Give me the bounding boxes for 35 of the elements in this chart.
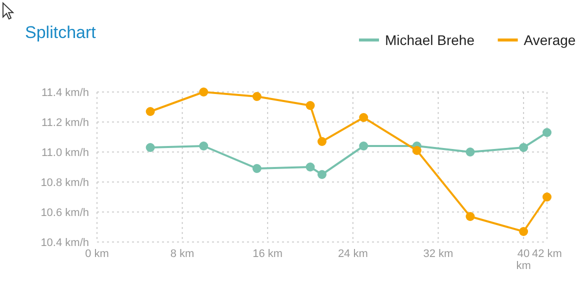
point [519, 227, 528, 236]
y-tick-label: 11.0 km/h [42, 147, 89, 159]
point [359, 142, 368, 150]
x-tick-label: 40 km [516, 248, 531, 272]
y-tick-label: 10.6 km/h [40, 207, 89, 219]
point [199, 88, 208, 96]
y-tick-label: 10.4 km/h [40, 237, 89, 249]
legend-label: Michael Brehe [385, 32, 475, 48]
y-tick-label: 10.8 km/h [40, 177, 89, 189]
point [146, 143, 155, 152]
point [318, 137, 326, 146]
point [519, 143, 528, 152]
chart-title: Splitchart [25, 23, 96, 42]
point [252, 164, 262, 173]
y-tick-label: 11.2 km/h [42, 117, 89, 129]
x-tick-label: 0 km [85, 248, 109, 260]
point [306, 101, 315, 110]
x-tick-label: 16 km [252, 248, 283, 260]
legend-label: Average [524, 32, 576, 48]
point [146, 107, 155, 116]
point [252, 92, 262, 101]
point [466, 148, 475, 156]
point [199, 142, 208, 150]
point [542, 192, 552, 202]
point [412, 146, 422, 155]
point [466, 212, 475, 221]
y-tick-label: 11.4 km/h [42, 87, 89, 99]
x-tick-label: 24 km [338, 248, 368, 260]
x-tick-label: 32 km [423, 248, 454, 260]
point [542, 128, 552, 137]
x-tick-label: 42 km [532, 248, 562, 260]
point [318, 170, 326, 179]
point [359, 113, 368, 122]
x-tick-label: 8 km [170, 248, 194, 260]
point [306, 162, 315, 172]
